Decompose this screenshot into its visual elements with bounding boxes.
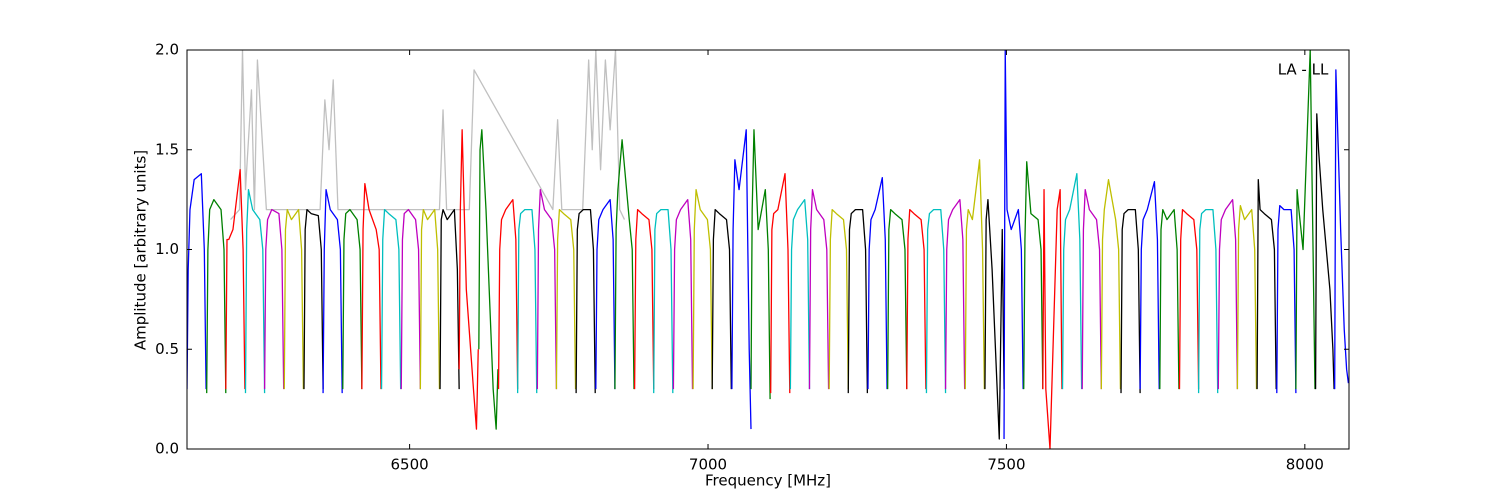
x-tick-label: 7500 xyxy=(987,456,1025,474)
series-line xyxy=(887,208,908,390)
y-tick-label: 1.0 xyxy=(155,240,179,258)
series-line xyxy=(575,208,596,394)
series-line xyxy=(614,139,635,390)
series-line xyxy=(964,159,985,390)
series-line xyxy=(1197,208,1219,394)
series-line xyxy=(1256,179,1277,390)
series-line xyxy=(555,208,577,390)
x-tick-label: 8000 xyxy=(1286,456,1324,474)
series-line xyxy=(497,198,519,390)
series-line xyxy=(867,177,888,390)
plot-lines xyxy=(187,50,1349,449)
series-line xyxy=(770,173,791,394)
series-line xyxy=(1061,173,1083,390)
series-line xyxy=(458,129,479,430)
series-line xyxy=(633,208,655,390)
series-line xyxy=(230,50,626,221)
series-line xyxy=(225,169,246,390)
series-line xyxy=(342,208,363,390)
annotation: LA - LL xyxy=(1278,61,1329,79)
y-tick-label: 1.5 xyxy=(155,140,179,158)
series-line xyxy=(1236,204,1258,390)
series-line xyxy=(478,129,499,430)
series-line xyxy=(1276,204,1297,394)
series-line xyxy=(1178,208,1200,390)
y-tick-label: 0.0 xyxy=(155,440,179,458)
y-tick-label: 0.5 xyxy=(155,340,179,358)
series-line xyxy=(303,208,324,390)
series-line xyxy=(322,189,343,394)
series-line xyxy=(1295,50,1316,390)
series-line xyxy=(1159,208,1180,390)
series-line xyxy=(711,208,732,390)
series-line xyxy=(595,198,616,390)
series-line xyxy=(692,189,713,390)
series-line xyxy=(380,208,402,390)
series-line xyxy=(750,129,771,400)
series-line xyxy=(1139,181,1160,390)
series-line xyxy=(906,208,927,390)
series-line xyxy=(653,208,674,394)
series-line xyxy=(400,208,421,390)
series-line xyxy=(1217,198,1239,390)
series-line xyxy=(1023,161,1044,390)
series-line xyxy=(361,183,382,390)
series-line xyxy=(187,173,207,390)
series-line xyxy=(536,189,558,390)
series-line xyxy=(808,189,830,390)
series-line xyxy=(1081,189,1102,390)
series-line xyxy=(925,208,947,394)
series-line xyxy=(847,208,869,394)
series-line xyxy=(944,198,966,390)
series-line xyxy=(1334,69,1349,390)
series-line xyxy=(1314,113,1335,390)
series-line xyxy=(984,198,1005,440)
series-line xyxy=(283,208,305,390)
y-tick-label: 2.0 xyxy=(155,41,179,59)
series-line xyxy=(439,208,460,390)
series-line xyxy=(263,208,285,390)
series-line xyxy=(1100,179,1122,390)
series-line xyxy=(244,189,266,394)
series-line xyxy=(206,198,227,394)
series-line xyxy=(672,198,694,390)
x-axis-label: Frequency [MHz] xyxy=(705,472,831,490)
series-line xyxy=(731,129,752,430)
x-tick-label: 7000 xyxy=(689,456,727,474)
x-tick-label: 6500 xyxy=(391,456,429,474)
y-axis-label: Amplitude [arbitrary units] xyxy=(132,150,150,350)
series-line xyxy=(828,208,849,390)
series-line xyxy=(1042,189,1063,449)
series-line xyxy=(789,198,811,390)
series-line xyxy=(1120,208,1141,394)
series-line xyxy=(516,208,538,394)
series-line xyxy=(1003,50,1024,440)
series-line xyxy=(419,208,441,390)
